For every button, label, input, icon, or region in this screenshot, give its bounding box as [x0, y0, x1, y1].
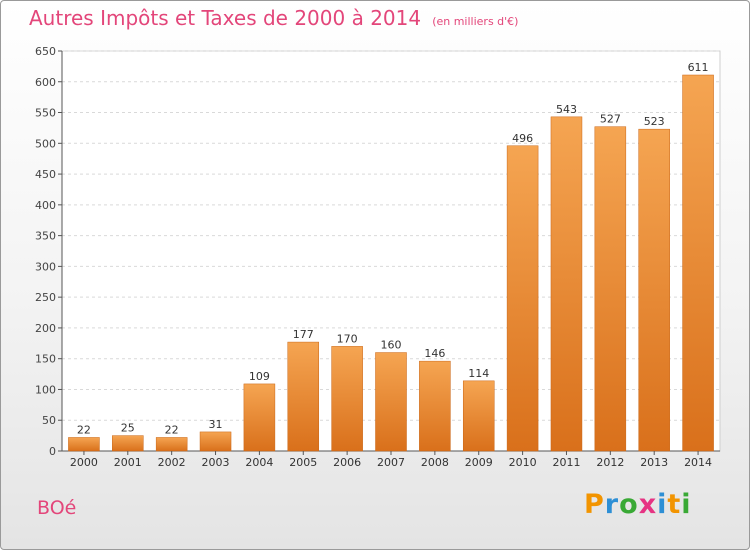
bar — [68, 437, 100, 452]
bar — [112, 435, 144, 452]
data-label: 160 — [381, 339, 402, 352]
brand-letter: r — [604, 489, 620, 520]
bar — [638, 128, 670, 452]
bar — [243, 383, 276, 452]
data-label: 527 — [600, 113, 621, 126]
y-tick-label: 600 — [35, 76, 56, 89]
bar — [682, 74, 714, 452]
brand-logo: Proxiti — [584, 489, 692, 520]
bar — [331, 346, 363, 452]
data-label: 611 — [688, 61, 709, 74]
bar — [550, 116, 583, 452]
bar — [155, 437, 188, 452]
y-tick-label: 550 — [35, 107, 56, 120]
y-tick-label: 200 — [35, 322, 56, 335]
y-tick-label: 400 — [35, 199, 56, 212]
brand-letter: i — [681, 489, 692, 520]
x-tick-label: 2007 — [377, 456, 405, 469]
chart-title-unit: (en milliers d'€) — [432, 15, 519, 28]
x-tick-label: 2002 — [158, 456, 186, 469]
x-tick-label: 2009 — [465, 456, 493, 469]
data-label: 496 — [512, 132, 533, 145]
bar — [419, 360, 451, 452]
brand-letter: P — [584, 489, 605, 520]
brand-letter: o — [619, 489, 639, 520]
y-tick-label: 450 — [35, 168, 56, 181]
data-label: 114 — [468, 367, 489, 380]
bar — [199, 431, 232, 452]
x-tick-label: 2006 — [333, 456, 361, 469]
data-label: 22 — [77, 423, 91, 436]
location-label: BOé — [37, 497, 77, 519]
chart-title-main: Autres Impôts et Taxes de 2000 à 2014 — [29, 6, 422, 30]
data-label: 31 — [209, 418, 223, 431]
y-tick-label: 650 — [35, 45, 56, 58]
y-tick-label: 0 — [49, 445, 56, 458]
x-tick-label: 2000 — [70, 456, 98, 469]
x-tick-label: 2001 — [114, 456, 142, 469]
chart-title: Autres Impôts et Taxes de 2000 à 2014 (e… — [29, 6, 518, 30]
data-label: 146 — [424, 347, 445, 360]
y-tick-label: 150 — [35, 353, 56, 366]
data-label: 22 — [165, 423, 179, 436]
data-label: 543 — [556, 103, 577, 116]
bar — [594, 126, 627, 452]
bar — [506, 145, 539, 452]
data-label: 523 — [644, 115, 665, 128]
brand-letter: i — [657, 489, 668, 520]
brand-letter: t — [667, 489, 682, 520]
data-label: 109 — [249, 370, 270, 383]
x-tick-label: 2005 — [289, 456, 317, 469]
x-tick-label: 2012 — [596, 456, 624, 469]
y-tick-label: 500 — [35, 137, 56, 150]
x-tick-label: 2013 — [640, 456, 668, 469]
data-label: 25 — [121, 422, 135, 435]
brand-letter: x — [638, 489, 658, 520]
x-tick-label: 2011 — [552, 456, 580, 469]
x-tick-label: 2014 — [684, 456, 712, 469]
data-label: 177 — [293, 328, 314, 341]
y-tick-label: 350 — [35, 230, 56, 243]
y-tick-label: 250 — [35, 291, 56, 304]
y-tick-label: 50 — [42, 414, 56, 427]
bar — [287, 341, 320, 452]
x-tick-label: 2008 — [421, 456, 449, 469]
y-tick-label: 100 — [35, 383, 56, 396]
data-label: 170 — [337, 332, 358, 345]
bar — [375, 352, 407, 452]
x-tick-label: 2003 — [202, 456, 230, 469]
x-tick-label: 2010 — [509, 456, 537, 469]
y-tick-label: 300 — [35, 260, 56, 273]
bar — [462, 380, 495, 452]
x-tick-label: 2004 — [245, 456, 273, 469]
